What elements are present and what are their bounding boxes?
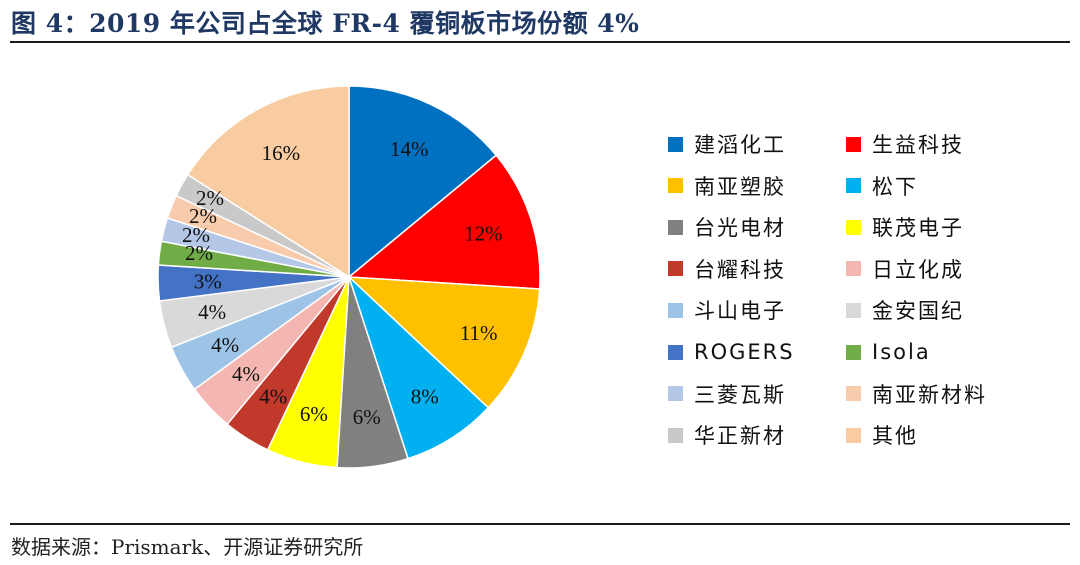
legend-entry: 金安国纪 [846,295,964,325]
legend-swatch [668,386,683,402]
legend-swatch [668,261,683,277]
legend-entry: 日立化成 [846,254,964,284]
legend-label: 其他 [872,424,918,449]
legend-label: 南亚新材料 [872,382,987,407]
legend-entry: 南亚新材料 [846,379,987,409]
source-note: 数据来源：Prismark、开源证券研究所 [11,535,364,559]
pie-slice-label-5: 6% [353,405,381,429]
legend-swatch [846,219,861,235]
legend-entry: 联茂电子 [846,212,964,242]
title-divider [10,41,1070,43]
legend-label: 华正新材 [694,424,786,449]
pie-slice-label-3: 11% [460,321,498,345]
legend-swatch [846,302,861,318]
legend-label: 斗山电子 [694,299,786,324]
pie-slice-label-2: 12% [464,221,503,245]
legend-entry: 台耀科技 [668,254,786,284]
legend-swatch [846,178,861,194]
legend-swatch [668,427,683,443]
pie-slice-label-14: 2% [189,204,217,228]
legend-swatch [668,302,683,318]
legend-label: Isola [872,340,931,364]
legend-entry: 其他 [846,420,918,450]
legend-entry: 台光电材 [668,212,786,242]
legend-swatch [846,136,861,152]
pie-slice-labels: 14%12%11%8%6%6%4%4%4%4%3%2%2%2%2%16% [182,137,503,429]
legend-entry: 松下 [846,171,918,201]
legend-label: 建滔化工 [694,133,786,157]
pie-slice-3 [346,276,541,409]
pie-slice-label-10: 4% [198,300,226,324]
pie-slice-label-13: 2% [182,223,210,247]
legend-label: 松下 [872,174,918,199]
pie-slice-label-16: 16% [262,141,301,165]
legend-label: 南亚塑胶 [694,174,786,199]
legend-label: ROGERS [694,340,795,364]
legend-swatch [668,136,683,152]
pie-slice-2 [347,154,541,290]
legend-entry: 斗山电子 [668,295,786,325]
pie-slice-1 [348,85,498,279]
pie-slices [157,85,541,469]
legend-label: 日立化成 [872,257,964,282]
pie-slice-label-11: 3% [194,269,222,293]
legend-swatch [668,178,683,194]
legend-entry: 生益科技 [846,129,964,159]
legend-swatch [668,344,683,360]
legend-label: 生益科技 [872,133,964,157]
pie-slice-label-1: 14% [390,137,429,161]
pie-slice-label-7: 4% [259,384,287,408]
pie-slice-label-8: 4% [232,362,260,386]
legend-entry: 南亚塑胶 [668,171,786,201]
pie-slice-4 [348,276,490,460]
source-divider [10,523,1070,525]
legend-entry: 三菱瓦斯 [668,379,786,409]
legend-entry: ROGERS [668,337,795,367]
legend-swatch [846,427,861,443]
legend-swatch [846,344,861,360]
legend-entry: 华正新材 [668,420,786,450]
pie-slice-label-6: 6% [300,402,328,426]
pie-slice-label-12: 2% [185,241,213,265]
pie-slice-label-4: 8% [411,384,439,408]
legend-label: 台耀科技 [694,257,786,282]
legend-label: 金安国纪 [872,299,964,324]
pie-slice-label-15: 2% [196,186,224,210]
pie-slice-16 [186,85,350,279]
legend-swatch [668,219,683,235]
legend-label: 三菱瓦斯 [694,382,786,407]
legend-entry: Isola [846,337,931,367]
legend-entry: 建滔化工 [668,129,786,159]
figure-title: 图 4：2019 年公司占全球 FR-4 覆铜板市场份额 4% [11,9,640,38]
pie-slice-label-9: 4% [211,333,239,357]
legend-label: 联茂电子 [872,216,964,241]
legend-label: 台光电材 [694,216,786,241]
legend-swatch [846,386,861,402]
legend-swatch [846,261,861,277]
